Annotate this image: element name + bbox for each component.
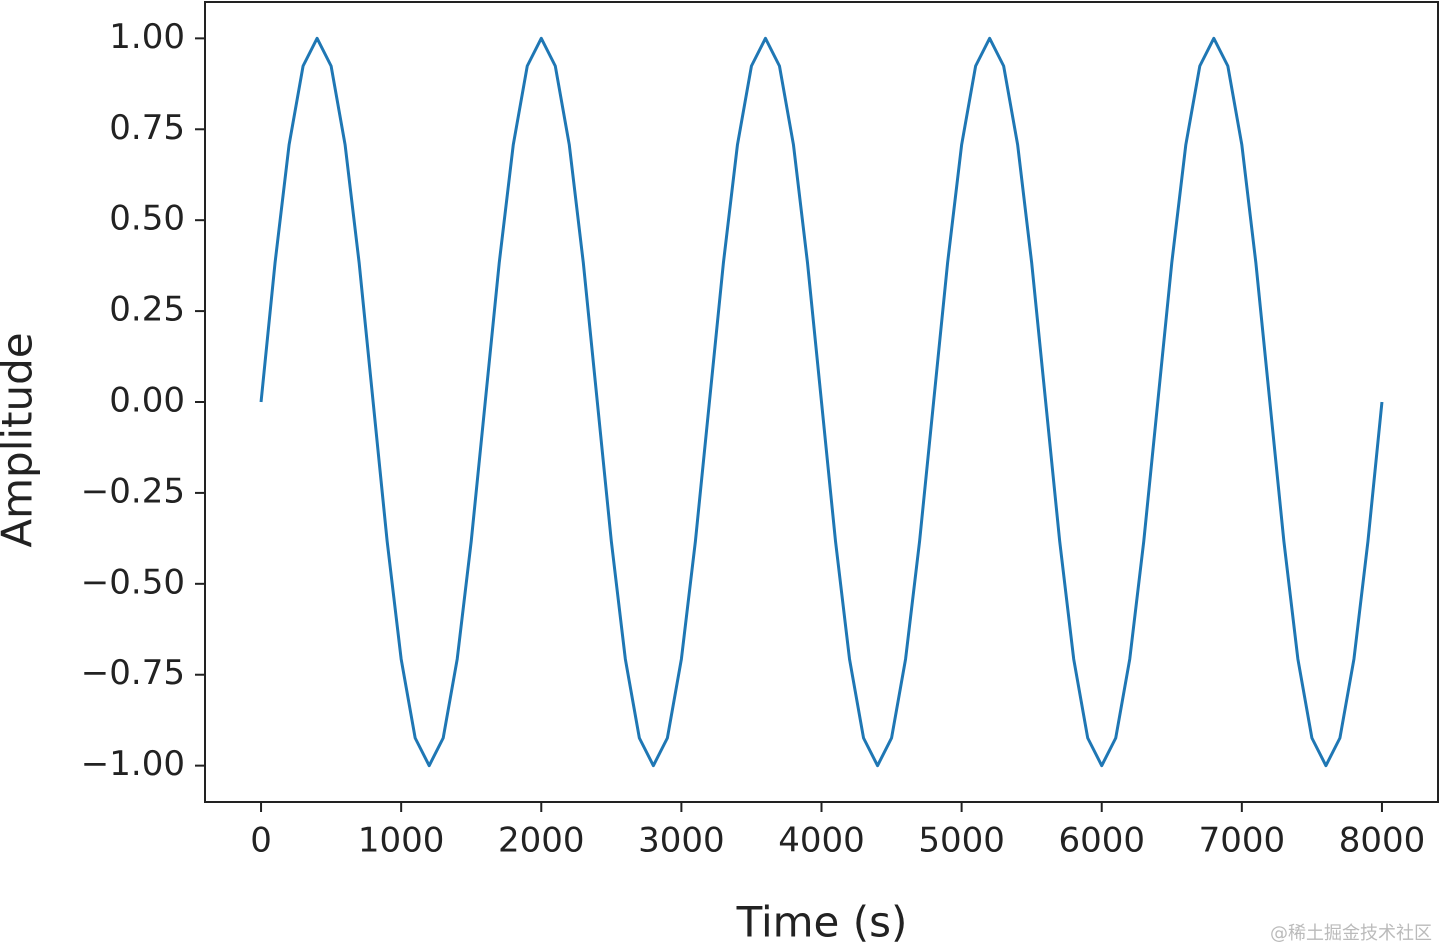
y-tick-label: −0.25 (81, 471, 185, 511)
y-tick-label: −0.75 (81, 653, 185, 693)
x-tick-label: 4000 (778, 821, 865, 861)
x-tick-label: 6000 (1058, 821, 1145, 861)
y-tick-label: 1.00 (109, 17, 185, 57)
y-tick-label: −1.00 (81, 744, 185, 784)
y-axis-label: Amplitude (0, 332, 42, 547)
y-tick-label: −0.50 (81, 562, 185, 602)
y-tick-label: 0.00 (109, 381, 185, 421)
x-tick-label: 7000 (1199, 821, 1286, 861)
x-tick-label: 5000 (918, 821, 1005, 861)
x-axis-label: Time (s) (736, 898, 908, 947)
watermark: @稀土掘金技术社区 (1270, 923, 1432, 944)
x-tick-label: 3000 (638, 821, 725, 861)
x-tick-label: 1000 (358, 821, 445, 861)
line (259, 36, 1384, 768)
y-tick-label: 0.25 (109, 290, 185, 330)
plot-frame (204, 1, 1439, 803)
x-tick-label: 8000 (1339, 821, 1426, 861)
y-tick-label: 0.50 (109, 199, 185, 239)
x-tick-label: 2000 (498, 821, 585, 861)
x-tick-label: 0 (250, 821, 272, 861)
y-tick-label: 0.75 (109, 108, 185, 148)
